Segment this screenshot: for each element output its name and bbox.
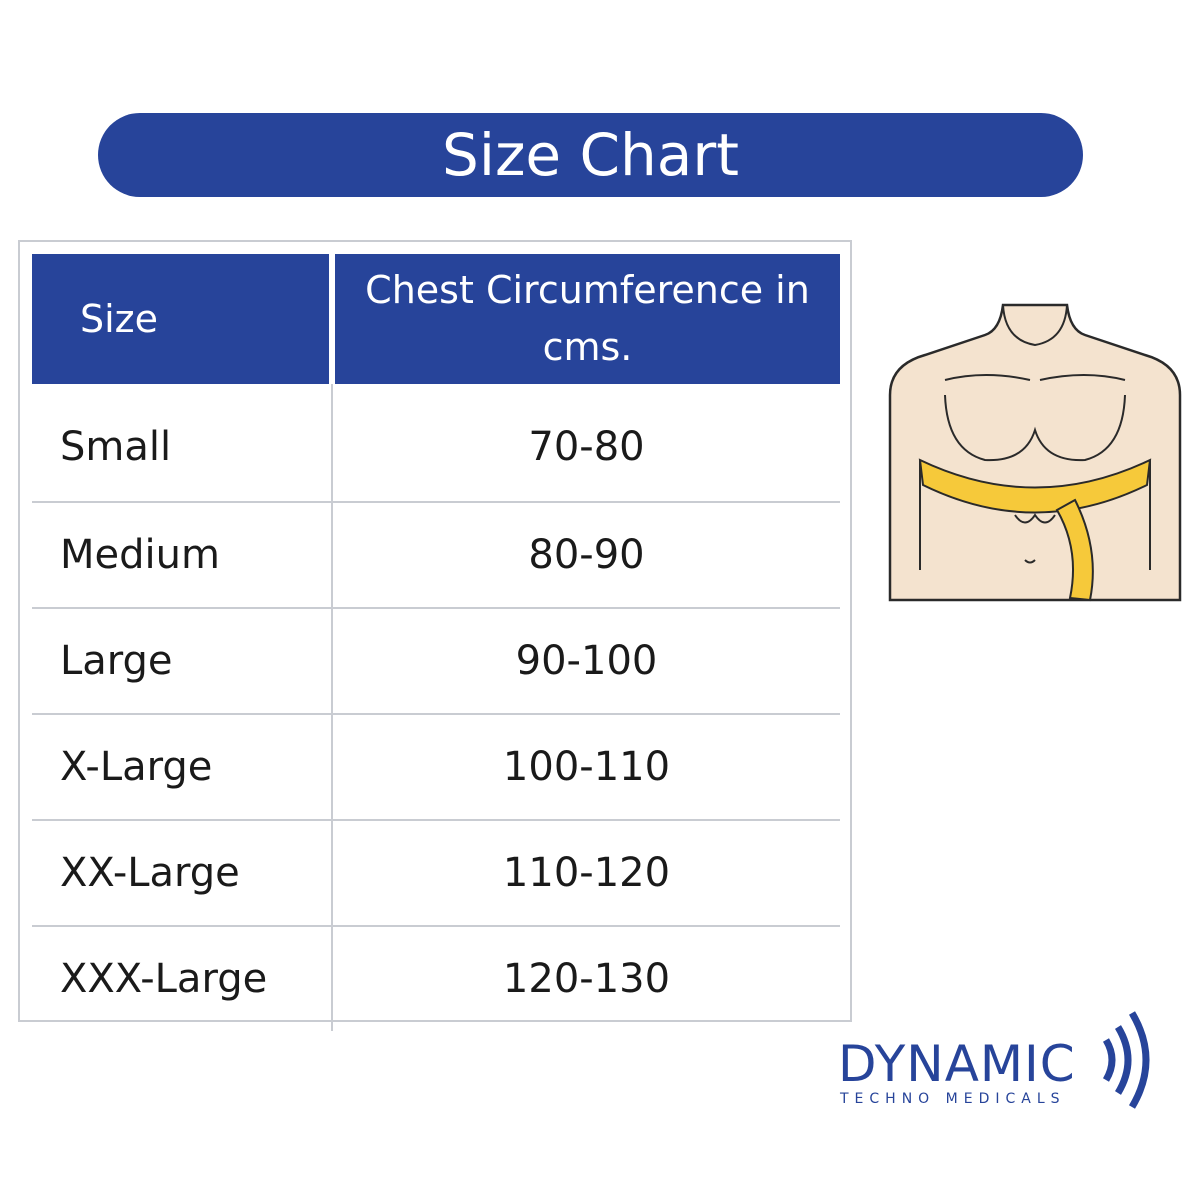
brand-tagline: TECHNO MEDICALS <box>840 1091 1066 1107</box>
measure-cell: 80-90 <box>332 501 840 608</box>
table-row: Large 90-100 <box>32 607 840 714</box>
title-banner: Size Chart <box>98 113 1083 197</box>
size-cell: X-Large <box>32 713 333 820</box>
measure-cell: 110-120 <box>332 819 840 926</box>
size-table: Size Chest Circumference in cms. Small 70-… <box>32 254 840 1031</box>
brand-logo: DYNAMIC TECHNO MEDICALS <box>838 1035 1076 1107</box>
brand-name: DYNAMIC <box>838 1035 1076 1093</box>
measure-cell: 120-130 <box>332 925 840 1031</box>
logo-waves <box>1102 1011 1150 1109</box>
table-row: Small 70-80 <box>32 384 840 502</box>
measure-cell: 100-110 <box>332 713 840 820</box>
measure-cell: 70-80 <box>528 424 645 470</box>
table-row: XXX-Large 120-130 <box>32 925 840 1031</box>
size-cell: XX-Large <box>32 819 333 926</box>
table-row: XX-Large 110-120 <box>32 819 840 926</box>
size-cell: XXX-Large <box>32 925 333 1031</box>
table-row: Medium 80-90 <box>32 501 840 608</box>
header-row: Size Chest Circumference in cms. <box>32 254 840 384</box>
size-cell: Small <box>32 384 333 502</box>
table-body: Small 70-80 Medium 80-90 Large 90-100 X-Large 1… <box>32 384 840 1031</box>
size-table-frame: Size Chest Circumference in cms. Small 70-… <box>18 240 852 1031</box>
column-header: Chest Circumference in cms. <box>332 254 840 384</box>
column-header: Size <box>32 254 335 384</box>
table-row: X-Large 100-110 <box>32 713 840 820</box>
measure-cell: 90-100 <box>332 607 840 714</box>
size-cell: Large <box>32 607 333 714</box>
chest-illustration <box>888 303 1182 602</box>
size-cell: Medium <box>32 501 333 608</box>
